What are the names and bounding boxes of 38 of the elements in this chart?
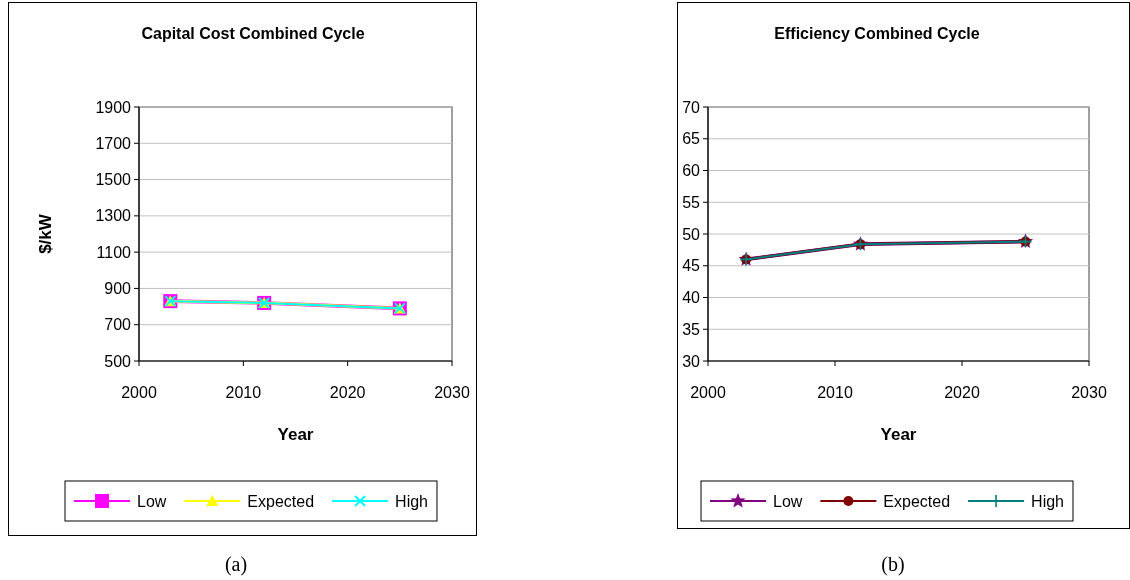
legend-label: Low (137, 492, 167, 510)
legend-label: High (1031, 492, 1064, 510)
y-tick-label: 40 (682, 289, 701, 307)
y-tick-label: 55 (682, 193, 701, 211)
y-tick-label: 700 (104, 316, 132, 334)
x-axis-title: Year (880, 425, 917, 444)
y-tick-label: 35 (682, 320, 701, 338)
chart-title: Efficiency Combined Cycle (774, 25, 980, 42)
legend-label: High (395, 492, 428, 510)
y-tick-label: 30 (682, 352, 701, 370)
y-tick-label: 500 (104, 352, 132, 370)
legend-label: Expected (247, 492, 315, 510)
y-tick-label: 60 (682, 162, 701, 180)
y-tick-label: 1900 (95, 98, 132, 116)
x-tick-label: 2010 (225, 384, 262, 401)
legend-label: Expected (883, 492, 951, 510)
text: (b) (881, 553, 905, 576)
y-tick-label: 50 (682, 225, 701, 243)
x-tick-label: 2010 (817, 384, 853, 401)
x-tick-label: 2000 (690, 384, 726, 401)
y-tick-label: 1700 (95, 134, 132, 152)
x-tick-label: 2020 (944, 384, 980, 401)
x-tick-label: 2020 (329, 384, 366, 401)
y-tick-label: 1500 (95, 171, 132, 189)
x-tick-label: 2030 (434, 384, 470, 401)
chart-title: Capital Cost Combined Cycle (141, 25, 365, 42)
x-axis-title: Year (277, 425, 314, 444)
y-tick-label: 1100 (96, 243, 132, 261)
legend-label: Low (773, 492, 803, 510)
text: (a) (224, 553, 248, 576)
y-tick-label: 65 (682, 130, 701, 148)
x-tick-label: 2000 (121, 384, 157, 401)
y-tick-label: 900 (104, 280, 132, 298)
y-tick-label: 45 (682, 257, 701, 275)
y-axis-title: $/kW (36, 213, 55, 254)
x-tick-label: 2030 (1071, 384, 1107, 401)
y-tick-label: 70 (682, 98, 701, 116)
y-tick-label: 1300 (95, 207, 132, 225)
